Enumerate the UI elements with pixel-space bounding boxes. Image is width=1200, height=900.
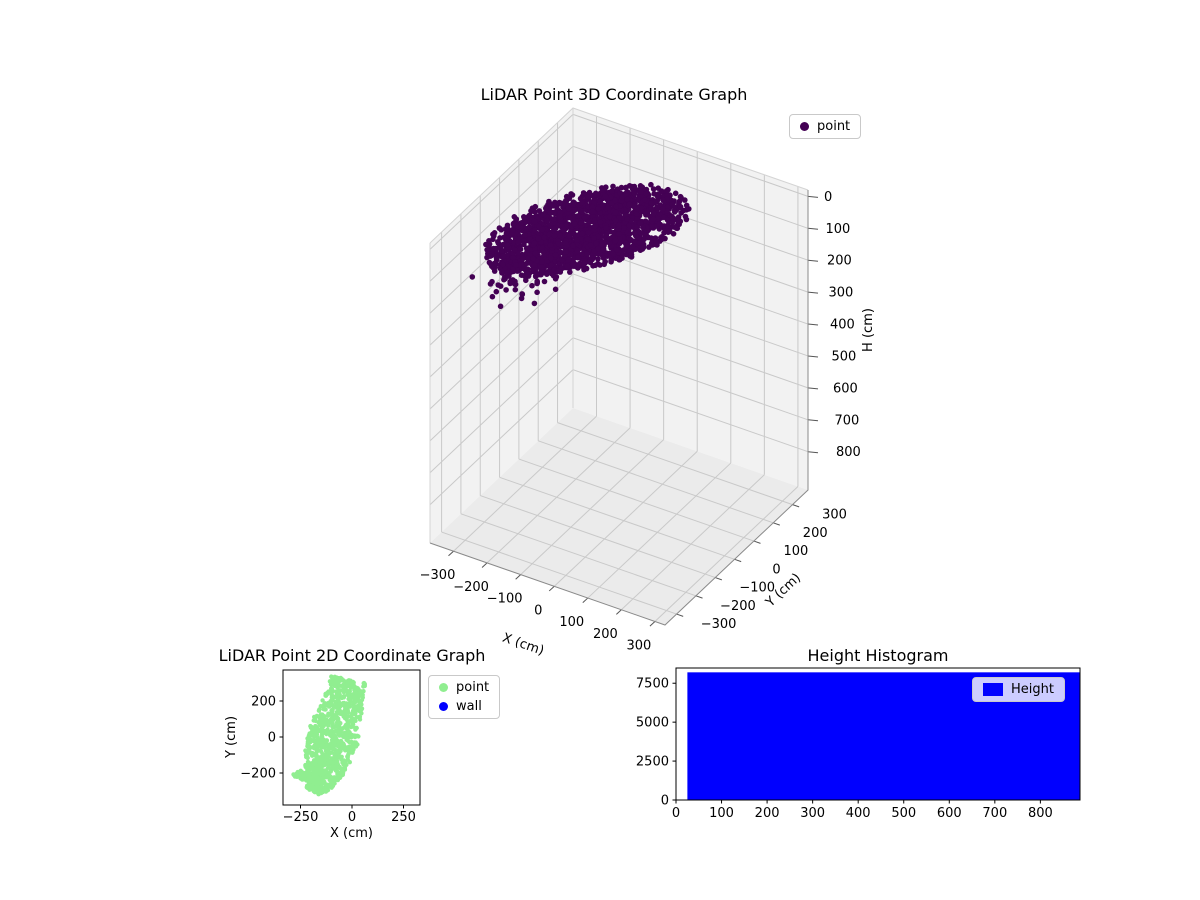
legend-item-wall: wall [439,700,489,713]
height-marker-icon [983,683,1003,696]
z-tick-label: 600 [833,381,858,396]
plot2d-legend: point wall [428,675,501,719]
point-marker-icon [800,122,809,131]
x-tick-label: 700 [982,806,1007,821]
plot3d-points [469,181,692,310]
z-tick-label: 500 [832,349,857,364]
y-axis-label: Y (cm) [224,716,239,759]
tick-marks [672,682,1041,804]
y-tick-label: 200 [803,526,828,541]
z-tick-label: 700 [835,413,860,428]
y-tick-label: 0 [268,731,276,746]
legend-item-point: point [800,120,850,133]
x-tick-label: 600 [937,806,962,821]
tick-labels: 0 100 200 300 400 500 600 700 800 0 2500 5000 7500 [636,677,1053,821]
y-tick-label: 2500 [636,755,669,770]
x-tick-label: 300 [627,638,652,653]
x-axis-label: X (cm) [500,631,546,659]
x-tick-label: −250 [283,810,319,825]
tick-marks [448,195,819,627]
legend-label: wall [456,699,482,714]
plot2d: −250 0 250 −200 0 200 X (cm) Y (cm) [224,669,421,841]
y-tick-label: 100 [783,544,808,559]
point-marker-icon [439,683,448,692]
plot3d: −300−200−1000100200300−300−200−100010020… [420,107,876,659]
y-tick-label: 200 [251,695,276,710]
y-tick-label: 0 [661,794,669,809]
x-tick-label: 300 [800,806,825,821]
hist-legend: Height [972,677,1065,702]
x-tick-label: −200 [453,580,489,595]
x-tick-label: 0 [348,810,356,825]
tick-labels: −300−200−1000100200300−300−200−100010020… [420,190,861,654]
z-tick-label: 100 [826,222,851,237]
hist-axes-border [675,667,1081,801]
plot3d-title: LiDAR Point 3D Coordinate Graph [480,85,748,104]
x-tick-label: 500 [891,806,916,821]
x-tick-label: 100 [559,615,584,630]
axis-lines [429,107,809,626]
x-tick-label: 0 [534,603,542,618]
hist-title: Height Histogram [807,646,949,665]
z-tick-label: 0 [824,190,832,205]
legend-label: point [456,680,490,695]
y-tick-label: −300 [701,617,737,632]
grid-lines [429,113,809,622]
y-tick-label: 5000 [636,716,669,731]
z-tick-label: 400 [830,318,855,333]
legend-label: point [817,119,851,134]
z-tick-label: 800 [836,445,861,460]
x-tick-label: 200 [755,806,780,821]
x-tick-label: 400 [846,806,871,821]
plot2d-points [291,674,367,797]
y-tick-label: 7500 [636,677,669,692]
tick-labels: −250 0 250 −200 0 200 [240,695,416,826]
y-tick-label: −200 [240,767,276,782]
y-tick-label: −200 [720,599,756,614]
x-tick-label: 200 [593,627,618,642]
tick-marks [279,700,404,809]
x-tick-label: −100 [487,592,523,607]
x-axis-label: X (cm) [330,826,373,841]
plot2d-title: LiDAR Point 2D Coordinate Graph [218,646,486,665]
x-tick-label: 0 [672,806,680,821]
plot3d-legend: point [789,114,862,139]
y-tick-label: −100 [739,581,775,596]
legend-item-point: point [439,681,489,694]
legend-item-height: Height [983,683,1054,696]
legend-label: Height [1011,682,1054,697]
z-tick-label: 200 [827,254,852,269]
z-tick-label: 300 [829,286,854,301]
x-tick-label: 800 [1028,806,1053,821]
y-tick-label: 0 [772,562,780,577]
x-tick-label: 250 [391,810,416,825]
y-tick-label: 300 [822,508,847,523]
z-axis-label: H (cm) [861,308,876,352]
x-tick-label: 100 [709,806,734,821]
wall-marker-icon [439,702,448,711]
x-tick-label: −300 [420,568,456,583]
